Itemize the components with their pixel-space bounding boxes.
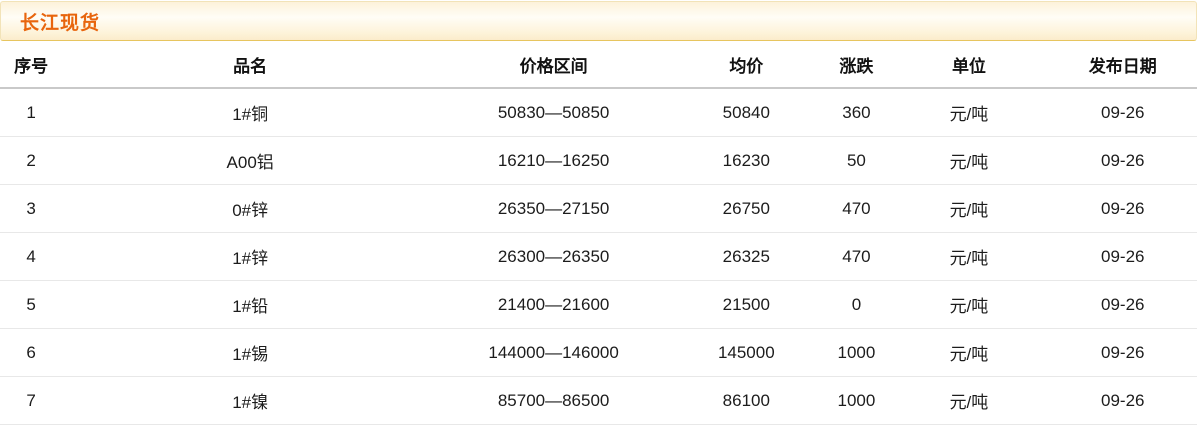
cell-index: 3	[0, 184, 63, 233]
column-header-avg: 均价	[669, 41, 824, 89]
cell-change: 360	[823, 88, 890, 137]
cell-name: 1#锡	[62, 328, 439, 377]
cell-name: 1#铜	[62, 88, 439, 137]
cell-range: 21400—21600	[438, 280, 670, 329]
column-header-name: 品名	[62, 41, 439, 89]
cell-avg: 21500	[669, 280, 824, 329]
column-header-change: 涨跌	[823, 41, 890, 89]
cell-unit: 元/吨	[889, 184, 1049, 233]
cell-avg: 26325	[669, 232, 824, 281]
cell-change: 0	[823, 280, 890, 329]
cell-name: 1#铅	[62, 280, 439, 329]
cell-index: 4	[0, 232, 63, 281]
cell-unit: 元/吨	[889, 328, 1049, 377]
table-row: 7 1#镍 85700—86500 86100 1000 元/吨 09-26	[0, 376, 1197, 425]
table-row: 4 1#锌 26300—26350 26325 470 元/吨 09-26	[0, 232, 1197, 281]
table-row: 2 A00铝 16210—16250 16230 50 元/吨 09-26	[0, 136, 1197, 185]
cell-index: 1	[0, 88, 63, 137]
cell-date: 09-26	[1048, 88, 1197, 137]
cell-unit: 元/吨	[889, 376, 1049, 425]
price-table: 序号 品名 价格区间 均价 涨跌 单位 发布日期 1 1#铜 50830—50850 50840 3…	[0, 41, 1197, 425]
cell-range: 16210—16250	[438, 136, 670, 185]
cell-range: 50830—50850	[438, 88, 670, 137]
price-table-head: 序号 品名 价格区间 均价 涨跌 单位 发布日期	[0, 41, 1197, 89]
cell-change: 470	[823, 232, 890, 281]
cell-date: 09-26	[1048, 136, 1197, 185]
cell-date: 09-26	[1048, 232, 1197, 281]
table-header-row: 序号 品名 价格区间 均价 涨跌 单位 发布日期	[0, 41, 1197, 89]
cell-name: 1#锌	[62, 232, 439, 281]
cell-change: 1000	[823, 376, 890, 425]
cell-avg: 86100	[669, 376, 824, 425]
column-header-index: 序号	[0, 41, 63, 89]
table-row: 5 1#铅 21400—21600 21500 0 元/吨 09-26	[0, 280, 1197, 329]
cell-change: 470	[823, 184, 890, 233]
cell-unit: 元/吨	[889, 136, 1049, 185]
cell-avg: 26750	[669, 184, 824, 233]
column-header-range: 价格区间	[438, 41, 670, 89]
cell-date: 09-26	[1048, 184, 1197, 233]
cell-unit: 元/吨	[889, 88, 1049, 137]
section-header-bar: 长江现货	[0, 1, 1197, 41]
cell-range: 85700—86500	[438, 376, 670, 425]
cell-name: A00铝	[62, 136, 439, 185]
section-title: 长江现货	[20, 12, 101, 34]
cell-date: 09-26	[1048, 280, 1197, 329]
column-header-date: 发布日期	[1048, 41, 1197, 89]
column-header-unit: 单位	[889, 41, 1049, 89]
cell-index: 6	[0, 328, 63, 377]
cell-index: 7	[0, 376, 63, 425]
table-row: 6 1#锡 144000—146000 145000 1000 元/吨 09-26	[0, 328, 1197, 377]
cell-change: 50	[823, 136, 890, 185]
cell-index: 2	[0, 136, 63, 185]
cell-date: 09-26	[1048, 328, 1197, 377]
cell-unit: 元/吨	[889, 280, 1049, 329]
price-table-body: 1 1#铜 50830—50850 50840 360 元/吨 09-26 2 A00铝 1621…	[0, 88, 1197, 425]
cell-name: 1#镍	[62, 376, 439, 425]
cell-date: 09-26	[1048, 376, 1197, 425]
table-row: 1 1#铜 50830—50850 50840 360 元/吨 09-26	[0, 88, 1197, 137]
cell-unit: 元/吨	[889, 232, 1049, 281]
cell-index: 5	[0, 280, 63, 329]
cell-avg: 16230	[669, 136, 824, 185]
cell-range: 26350—27150	[438, 184, 670, 233]
cell-name: 0#锌	[62, 184, 439, 233]
cell-range: 144000—146000	[438, 328, 670, 377]
table-row: 3 0#锌 26350—27150 26750 470 元/吨 09-26	[0, 184, 1197, 233]
cell-avg: 50840	[669, 88, 824, 137]
cell-avg: 145000	[669, 328, 824, 377]
cell-range: 26300—26350	[438, 232, 670, 281]
cell-change: 1000	[823, 328, 890, 377]
